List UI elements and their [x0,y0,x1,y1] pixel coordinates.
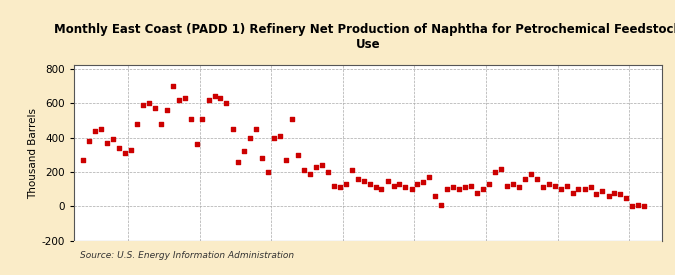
Point [454,187,464,191]
Point [573,187,584,191]
Point [203,97,214,102]
Point [394,182,405,186]
Point [364,182,375,186]
Point [495,166,506,171]
Point [335,185,346,190]
Point [549,183,560,188]
Point [197,116,208,121]
Point [382,178,393,183]
Point [340,182,351,186]
Point [537,185,548,190]
Point [460,185,470,190]
Point [591,192,601,197]
Point [508,182,518,186]
Point [412,182,423,186]
Point [167,84,178,88]
Point [478,187,489,191]
Point [346,168,357,172]
Point [304,172,315,176]
Point [448,185,458,190]
Point [149,106,160,110]
Point [555,187,566,191]
Point [179,96,190,100]
Point [609,191,620,195]
Point [250,127,261,131]
Point [483,182,494,186]
Point [102,141,113,145]
Point [514,185,524,190]
Point [281,158,292,162]
Point [639,204,650,209]
Point [221,101,232,105]
Point [621,196,632,200]
Point [626,204,637,209]
Point [233,160,244,164]
Point [215,96,225,100]
Point [489,170,500,174]
Point [424,175,435,179]
Point [371,185,381,190]
Point [317,163,327,167]
Point [358,178,369,183]
Point [466,183,477,188]
Point [161,108,172,112]
Point [227,127,238,131]
Point [185,116,196,121]
Text: Source: U.S. Energy Information Administration: Source: U.S. Energy Information Administ… [80,251,294,260]
Point [323,170,333,174]
Point [119,151,130,155]
Point [525,172,536,176]
Point [579,187,590,191]
Point [531,177,542,181]
Point [472,191,483,195]
Text: Monthly East Coast (PADD 1) Refinery Net Production of Naphtha for Petrochemical: Monthly East Coast (PADD 1) Refinery Net… [54,23,675,51]
Point [287,116,298,121]
Point [173,97,184,102]
Point [96,127,107,131]
Point [245,135,256,140]
Point [567,191,578,195]
Point [597,189,608,193]
Point [436,202,447,207]
Point [275,134,286,138]
Point [603,194,614,198]
Point [352,177,363,181]
Point [430,194,441,198]
Point [269,135,279,140]
Point [329,183,340,188]
Point [293,153,304,157]
Point [191,142,202,147]
Point [502,183,512,188]
Point [126,147,136,152]
Point [143,101,154,105]
Point [561,183,572,188]
Point [263,170,274,174]
Point [585,185,596,190]
Point [406,187,417,191]
Point [310,165,321,169]
Y-axis label: Thousand Barrels: Thousand Barrels [28,108,38,199]
Point [519,177,530,181]
Point [107,137,118,141]
Point [155,122,166,126]
Point [388,183,399,188]
Point [90,128,101,133]
Point [615,192,626,197]
Point [543,182,554,186]
Point [113,146,124,150]
Point [84,139,95,143]
Point [442,187,453,191]
Point [299,168,310,172]
Point [138,103,148,107]
Point [257,156,268,160]
Point [376,187,387,191]
Point [633,202,644,207]
Point [209,94,220,98]
Point [400,185,411,190]
Point [418,180,429,185]
Point [132,122,142,126]
Point [78,158,88,162]
Point [239,149,250,153]
